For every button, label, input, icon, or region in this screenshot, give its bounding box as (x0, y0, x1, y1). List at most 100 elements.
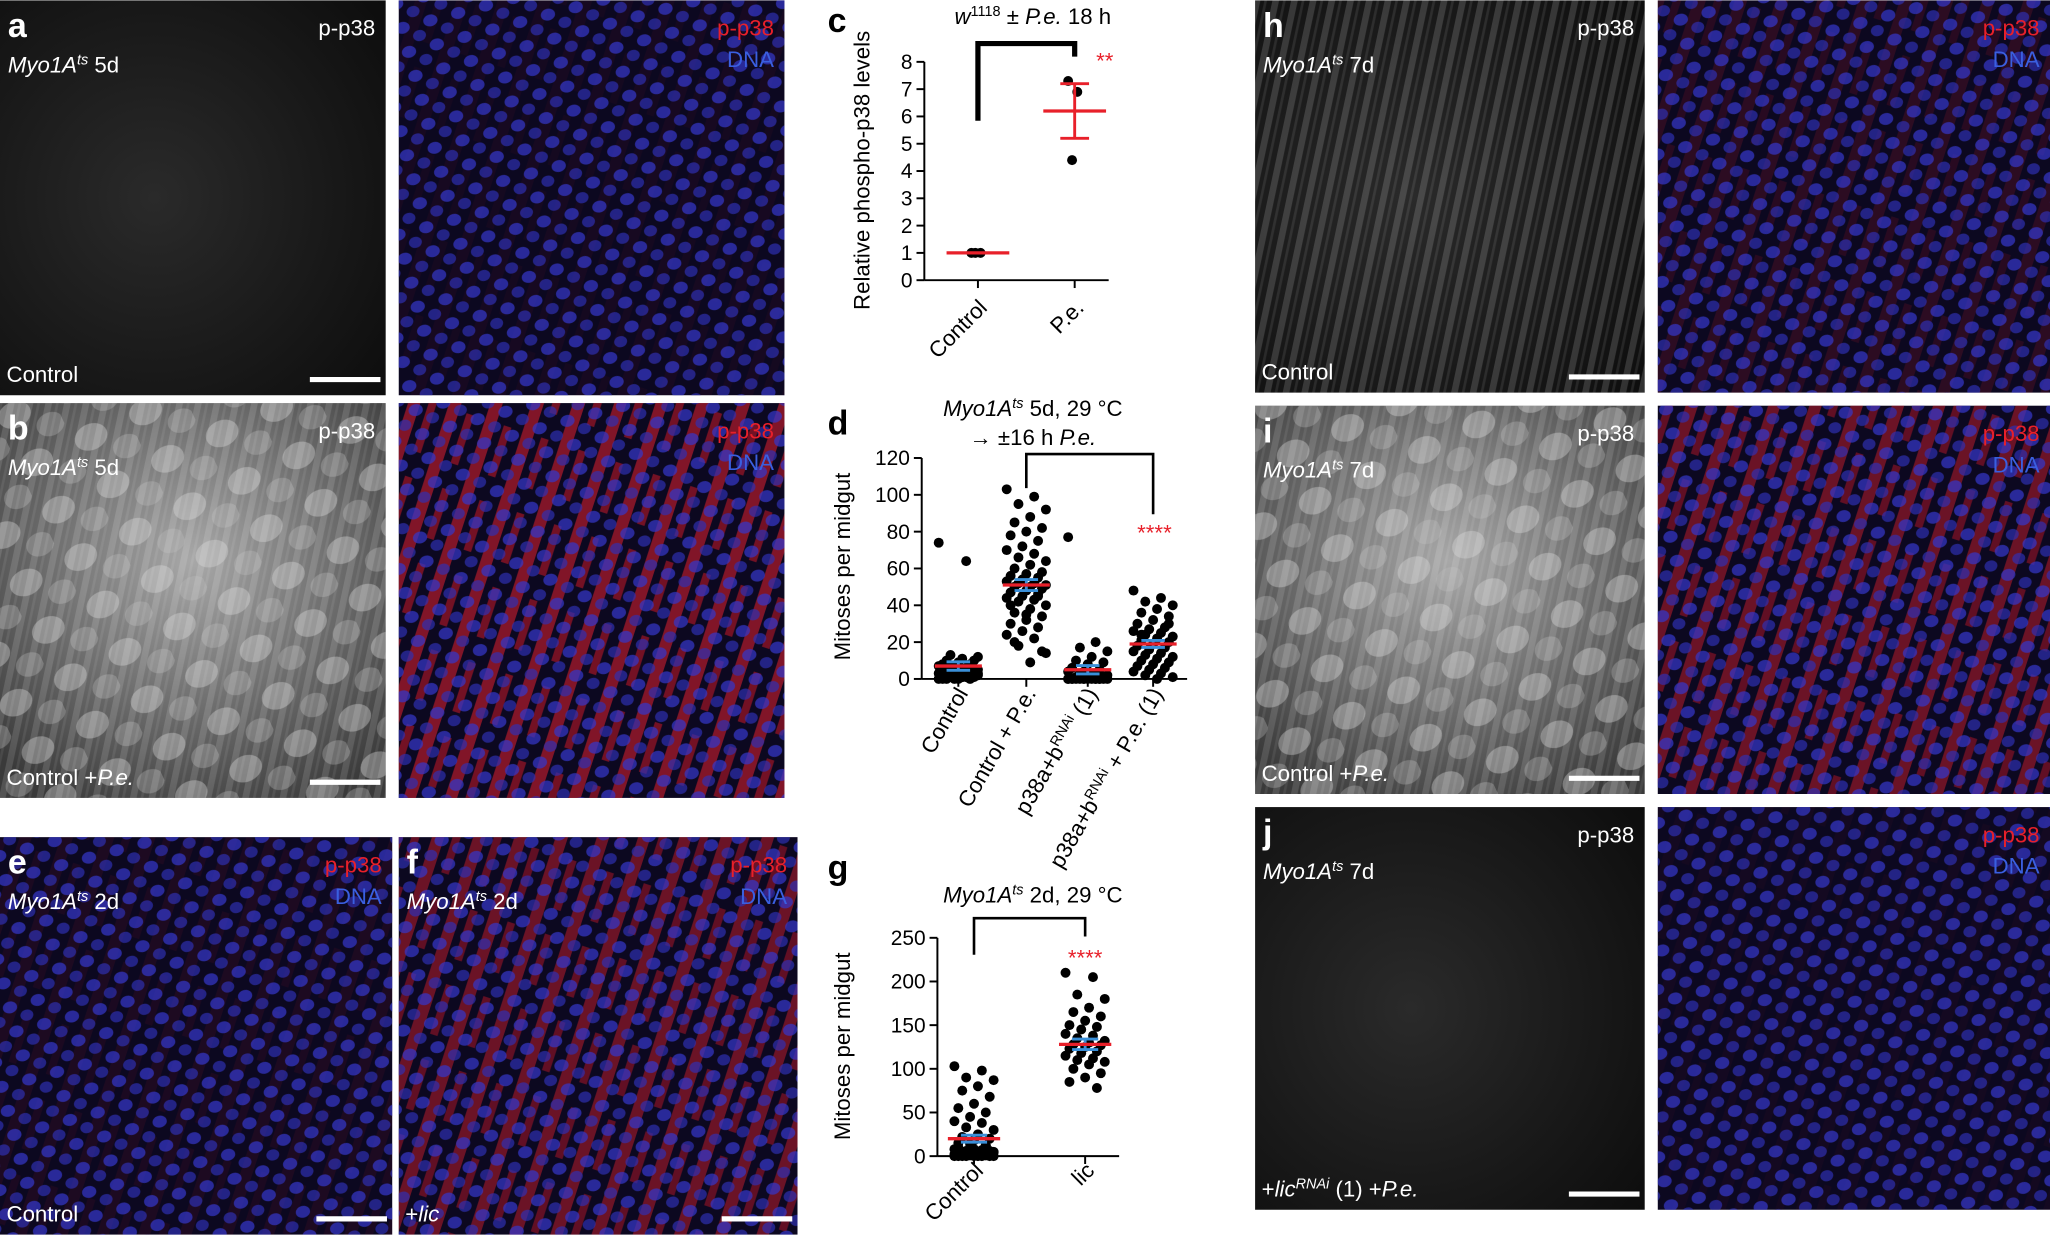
grayscale-image (1255, 807, 1645, 1210)
data-point (969, 670, 979, 681)
data-point (1128, 666, 1139, 677)
data-point (1033, 591, 1044, 602)
fibre-texture (1255, 405, 1645, 794)
blue-channel-label: DNA (335, 884, 382, 909)
text-part: 7d (1343, 458, 1374, 483)
genotype-label: Myo1Ats 2d (407, 889, 518, 914)
data-point (1005, 600, 1016, 611)
text-part: → ±16 h (970, 425, 1060, 450)
data-point (1013, 499, 1024, 509)
blue-channel-label: DNA (727, 450, 774, 475)
data-point (976, 1065, 987, 1076)
data-point (1098, 657, 1109, 668)
text-part: Myo1A (8, 455, 77, 480)
panel-letter: j (1262, 814, 1272, 852)
data-point (961, 1122, 972, 1133)
data-point (1001, 484, 1012, 495)
condition-label: Control (7, 1202, 79, 1227)
data-point (1167, 672, 1178, 683)
data-point (1140, 670, 1151, 681)
text-part: lic (418, 1202, 439, 1227)
data-point (1156, 592, 1166, 603)
text-part: Myo1A (1263, 52, 1332, 77)
y-tick-label: 50 (902, 1102, 925, 1125)
data-point (1013, 552, 1024, 563)
data-point (1064, 1076, 1075, 1087)
text-part: Myo1A (943, 396, 1012, 421)
data-point (1095, 1011, 1106, 1022)
data-point (1037, 611, 1047, 622)
text-part: p38a+b (1044, 795, 1103, 872)
panel-letter: f (407, 844, 419, 882)
data-point (1136, 629, 1147, 640)
data-point (1136, 607, 1147, 618)
y-tick-label: 40 (887, 594, 910, 617)
stain-label: p-p38 (1577, 421, 1634, 446)
panel-letter: c (828, 2, 847, 40)
text-part: Control (7, 1202, 79, 1227)
grayscale-image (0, 0, 386, 396)
nuclei (398, 837, 798, 1235)
red-channel-label: p-p38 (730, 852, 787, 877)
y-tick-label: 0 (914, 1145, 926, 1168)
nuclei (1657, 405, 2050, 794)
genotype-label: Myo1Ats 2d (8, 889, 119, 914)
data-point (949, 1116, 960, 1127)
data-point (1063, 673, 1074, 684)
text-part: 7d (1343, 52, 1374, 77)
y-tick-label: 4 (901, 160, 913, 183)
data-point (1001, 629, 1012, 640)
data-point (1088, 972, 1098, 983)
y-tick-label: 250 (891, 927, 926, 950)
y-tick-label: 7 (901, 78, 913, 101)
data-point (1017, 541, 1028, 552)
data-point (1025, 511, 1036, 522)
y-tick-label: 3 (901, 188, 913, 211)
data-point (1063, 532, 1074, 543)
y-axis-label: Mitoses per midgut (830, 952, 855, 1141)
condition-label: Control (7, 362, 79, 387)
data-point (1029, 548, 1040, 559)
nuclei (398, 0, 785, 396)
data-point (1076, 1024, 1087, 1035)
data-point (1084, 1059, 1095, 1070)
data-point (1037, 522, 1047, 533)
data-point (1080, 1015, 1091, 1026)
condition-label: Control +P.e. (1262, 761, 1389, 786)
data-point (1009, 607, 1020, 618)
data-point (1091, 1021, 1102, 1032)
data-point (1128, 585, 1139, 596)
data-point (1005, 618, 1016, 629)
data-point (976, 1117, 987, 1128)
significance-label: **** (1137, 520, 1172, 545)
data-point (980, 1107, 991, 1118)
condition-label: +lic (405, 1202, 439, 1227)
data-point (1040, 504, 1051, 515)
text-part: 5d (88, 52, 119, 77)
blue-channel-label: DNA (740, 884, 787, 909)
data-point (965, 1111, 976, 1122)
text-part: + (405, 1202, 418, 1227)
data-point (961, 1072, 972, 1083)
data-point (1033, 622, 1044, 633)
data-point (953, 1103, 964, 1114)
chart-title: Myo1Ats 5d, 29 °C (943, 396, 1122, 421)
data-point (1001, 592, 1012, 603)
data-point (1068, 1007, 1079, 1018)
data-point (984, 1091, 995, 1102)
text-part: lic (1067, 1158, 1100, 1191)
text-part: P.e. (1382, 1177, 1419, 1202)
text-part: P.e. (1060, 425, 1097, 450)
data-point (1021, 526, 1032, 537)
data-point (953, 1142, 964, 1153)
data-point (1072, 989, 1083, 1000)
y-tick-label: 2 (901, 215, 913, 238)
genotype-label: Myo1Ats 7d (1263, 52, 1374, 77)
text-part: ts (77, 455, 88, 471)
data-point (1068, 1063, 1079, 1074)
condition-label: Control +P.e. (7, 765, 134, 790)
text-part: + P.e. (1) (1099, 683, 1168, 778)
red-channel-label: p-p38 (717, 16, 774, 41)
text-part: Myo1A (8, 52, 77, 77)
data-point (1152, 604, 1163, 614)
